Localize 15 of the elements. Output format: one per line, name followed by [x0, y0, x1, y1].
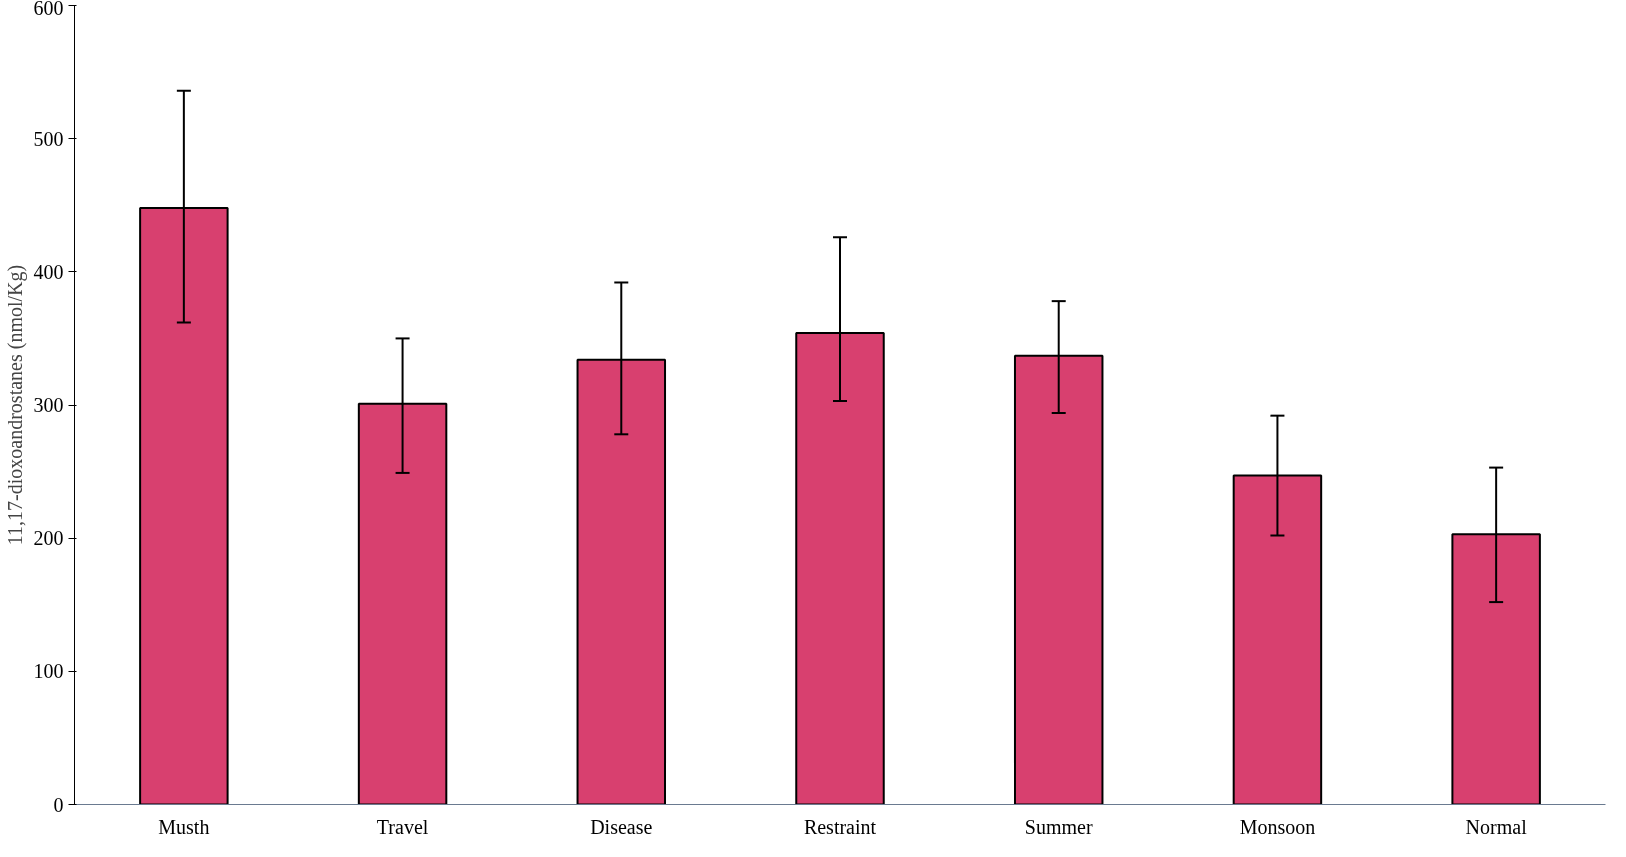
y-tick-label: 500: [33, 127, 64, 150]
y-tick-label: 400: [33, 260, 64, 283]
x-tick-label: Musth: [158, 815, 210, 838]
x-tick-label: Summer: [1024, 815, 1093, 838]
x-tick-label: Monsoon: [1239, 815, 1316, 838]
x-tick-label: Restraint: [803, 815, 877, 838]
y-tick-label: 0: [53, 793, 64, 816]
x-tick-label: Disease: [590, 815, 653, 838]
x-tick-label: Normal: [1465, 815, 1528, 838]
x-tick-label: Travel: [376, 815, 429, 838]
y-tick-label: 100: [33, 660, 64, 683]
y-tick-label: 200: [33, 527, 64, 550]
y-axis-title: 11,17-dioxoandrostanes (nmol/Kg): [3, 264, 27, 546]
y-tick-label: 600: [33, 0, 64, 19]
y-tick-label: 300: [33, 394, 64, 416]
